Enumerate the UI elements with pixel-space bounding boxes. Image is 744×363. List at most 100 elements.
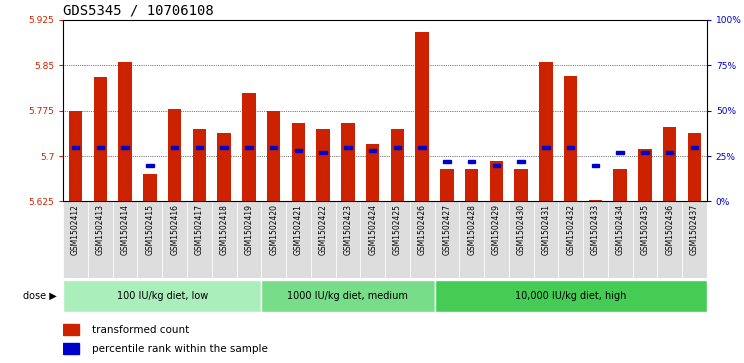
Text: GSM1502424: GSM1502424 xyxy=(368,204,377,255)
Text: GSM1502422: GSM1502422 xyxy=(318,204,327,254)
Text: GSM1502414: GSM1502414 xyxy=(121,204,129,255)
Bar xyxy=(196,146,203,148)
Bar xyxy=(138,201,162,278)
Bar xyxy=(212,201,237,278)
Text: GSM1502420: GSM1502420 xyxy=(269,204,278,255)
Bar xyxy=(121,146,129,148)
Text: GSM1502431: GSM1502431 xyxy=(542,204,551,255)
Bar xyxy=(237,201,261,278)
Text: GSM1502427: GSM1502427 xyxy=(443,204,452,255)
Text: percentile rank within the sample: percentile rank within the sample xyxy=(92,344,268,354)
Bar xyxy=(663,127,676,201)
Bar xyxy=(542,146,550,148)
Bar xyxy=(493,164,500,167)
Bar xyxy=(267,111,280,201)
Bar xyxy=(341,123,355,201)
Bar xyxy=(369,149,376,152)
Bar xyxy=(608,201,632,278)
Bar xyxy=(217,133,231,201)
Bar xyxy=(539,62,553,201)
Text: GSM1502437: GSM1502437 xyxy=(690,204,699,255)
Bar xyxy=(63,201,88,278)
Bar xyxy=(440,170,454,201)
Bar xyxy=(657,201,682,278)
Text: GSM1502426: GSM1502426 xyxy=(417,204,426,255)
Text: GSM1502423: GSM1502423 xyxy=(344,204,353,255)
Bar xyxy=(94,77,107,201)
Bar xyxy=(146,164,153,167)
Text: 1000 IU/kg diet, medium: 1000 IU/kg diet, medium xyxy=(287,291,408,301)
Bar xyxy=(270,146,278,148)
Bar xyxy=(344,146,352,148)
Bar xyxy=(564,76,577,201)
Text: GSM1502433: GSM1502433 xyxy=(591,204,600,255)
Bar xyxy=(171,146,179,148)
Text: GSM1502429: GSM1502429 xyxy=(492,204,501,255)
Text: GSM1502417: GSM1502417 xyxy=(195,204,204,255)
Bar xyxy=(484,201,509,278)
Bar xyxy=(459,201,484,278)
Bar xyxy=(687,133,702,201)
Bar xyxy=(261,201,286,278)
Bar xyxy=(391,129,404,201)
Text: GSM1502430: GSM1502430 xyxy=(516,204,526,255)
Bar xyxy=(63,325,80,335)
Text: transformed count: transformed count xyxy=(92,325,190,335)
Bar xyxy=(591,164,599,167)
Bar xyxy=(641,151,649,154)
Bar xyxy=(113,201,138,278)
Bar xyxy=(88,201,113,278)
Text: GSM1502432: GSM1502432 xyxy=(566,204,575,255)
Bar xyxy=(617,151,624,154)
Bar xyxy=(295,149,302,152)
Bar xyxy=(63,343,80,354)
Text: GSM1502435: GSM1502435 xyxy=(641,204,650,255)
Bar xyxy=(68,111,83,201)
Text: GSM1502436: GSM1502436 xyxy=(665,204,674,255)
FancyBboxPatch shape xyxy=(434,280,707,312)
Bar xyxy=(246,146,253,148)
Bar xyxy=(589,200,602,201)
Bar xyxy=(143,174,157,201)
Bar xyxy=(613,170,627,201)
FancyBboxPatch shape xyxy=(261,280,434,312)
Text: GSM1502425: GSM1502425 xyxy=(393,204,402,255)
Bar xyxy=(394,146,401,148)
Bar xyxy=(533,201,558,278)
Bar xyxy=(336,201,360,278)
Bar xyxy=(366,144,379,201)
Text: 10,000 IU/kg diet, high: 10,000 IU/kg diet, high xyxy=(515,291,626,301)
Bar xyxy=(292,123,305,201)
Text: GDS5345 / 10706108: GDS5345 / 10706108 xyxy=(63,3,214,17)
Bar xyxy=(509,201,533,278)
Bar xyxy=(220,146,228,148)
Bar xyxy=(490,161,503,201)
Text: GSM1502416: GSM1502416 xyxy=(170,204,179,255)
Bar xyxy=(187,201,212,278)
Bar xyxy=(162,201,187,278)
Text: GSM1502418: GSM1502418 xyxy=(219,204,228,254)
Bar xyxy=(638,149,652,201)
Bar xyxy=(385,201,410,278)
Text: GSM1502419: GSM1502419 xyxy=(244,204,254,255)
Bar xyxy=(360,201,385,278)
Text: dose ▶: dose ▶ xyxy=(23,291,57,301)
Bar xyxy=(118,62,132,201)
Bar xyxy=(193,129,206,201)
Text: GSM1502415: GSM1502415 xyxy=(145,204,154,255)
Bar xyxy=(319,151,327,154)
Bar xyxy=(97,146,104,148)
Bar xyxy=(286,201,311,278)
Bar xyxy=(632,201,657,278)
Bar xyxy=(410,201,434,278)
Bar xyxy=(72,146,80,148)
Bar xyxy=(316,129,330,201)
FancyBboxPatch shape xyxy=(63,280,261,312)
Bar xyxy=(168,109,182,201)
Bar xyxy=(690,146,698,148)
Bar xyxy=(311,201,336,278)
Bar xyxy=(583,201,608,278)
Bar xyxy=(666,151,673,154)
Text: 100 IU/kg diet, low: 100 IU/kg diet, low xyxy=(117,291,208,301)
Text: GSM1502434: GSM1502434 xyxy=(616,204,625,255)
